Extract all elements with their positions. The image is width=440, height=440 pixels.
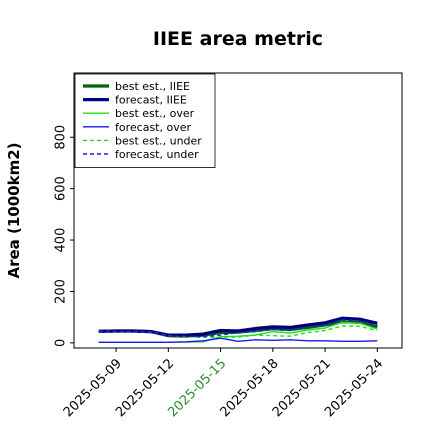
legend-label: forecast, over [115,121,191,134]
plot-frame [73,72,403,349]
legend-label: best est., over [115,107,195,120]
legend-label: best est., IIEE [115,80,190,93]
legend-box [74,73,216,168]
series-line [98,325,378,338]
y-tick-label: 0 [54,339,69,347]
y-axis-label: Area (1000km2) [5,142,23,278]
y-tick-label: 600 [54,176,69,201]
series-line [98,319,378,338]
legend-label: forecast, under [115,148,199,161]
y-tick-label: 200 [54,279,69,304]
chart-title: IIEE area metric [153,28,323,50]
legend-label: best est., under [115,134,202,147]
y-tick-label: 800 [54,125,69,150]
legend-label: forecast, IIEE [115,94,187,107]
y-tick-label: 400 [54,228,69,253]
series-line [98,337,378,343]
series-line [98,316,378,337]
